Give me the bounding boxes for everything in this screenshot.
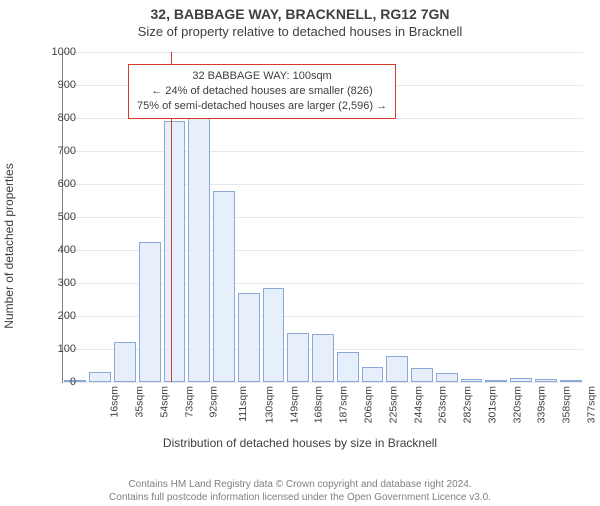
x-tick-label: 168sqm: [313, 386, 325, 423]
histogram-bar: [89, 372, 111, 382]
x-tick-label: 358sqm: [560, 386, 572, 423]
footer-line-1: Contains HM Land Registry data © Crown c…: [0, 479, 600, 492]
histogram-bar: [238, 293, 260, 382]
footer-attribution: Contains HM Land Registry data © Crown c…: [0, 479, 600, 504]
histogram-bar: [287, 333, 309, 382]
histogram-bar: [164, 121, 186, 382]
x-tick-label: 54sqm: [158, 386, 170, 418]
histogram-bar: [263, 288, 285, 382]
gridline: [63, 52, 583, 53]
x-tick-label: 263sqm: [437, 386, 449, 423]
x-tick-label: 301sqm: [486, 386, 498, 423]
annotation-line: ← 24% of detached houses are smaller (82…: [137, 84, 387, 99]
x-tick-label: 130sqm: [263, 386, 275, 423]
y-axis-label: Number of detached properties: [2, 163, 16, 328]
y-tick-label: 0: [42, 376, 76, 388]
x-tick-label: 149sqm: [288, 386, 300, 423]
y-tick-label: 200: [42, 310, 76, 322]
y-tick-label: 800: [42, 112, 76, 124]
x-tick-label: 206sqm: [362, 386, 374, 423]
histogram-bar: [114, 342, 136, 382]
x-tick-label: 187sqm: [338, 386, 350, 423]
histogram-chart: Number of detached properties 32 BABBAGE…: [0, 46, 600, 456]
histogram-bar: [461, 379, 483, 382]
histogram-bar: [535, 379, 557, 382]
histogram-bar: [510, 378, 532, 382]
histogram-bar: [362, 367, 384, 382]
y-tick-label: 700: [42, 145, 76, 157]
x-tick-label: 244sqm: [412, 386, 424, 423]
page-title: 32, BABBAGE WAY, BRACKNELL, RG12 7GN: [0, 6, 600, 22]
x-tick-label: 73sqm: [183, 386, 195, 418]
x-tick-label: 16sqm: [109, 386, 121, 418]
footer-line-2: Contains full postcode information licen…: [0, 492, 600, 505]
x-tick-label: 35sqm: [134, 386, 146, 418]
x-tick-label: 377sqm: [585, 386, 597, 423]
x-tick-label: 320sqm: [511, 386, 523, 423]
histogram-bar: [436, 373, 458, 382]
histogram-bar: [312, 334, 334, 382]
histogram-bar: [188, 118, 210, 382]
y-tick-label: 100: [42, 343, 76, 355]
page-subtitle: Size of property relative to detached ho…: [0, 24, 600, 39]
x-tick-label: 339sqm: [536, 386, 548, 423]
gridline: [63, 217, 583, 218]
y-tick-label: 900: [42, 79, 76, 91]
histogram-bar: [485, 380, 507, 382]
histogram-bar: [560, 380, 582, 382]
x-axis-label: Distribution of detached houses by size …: [0, 436, 600, 450]
annotation-line: 75% of semi-detached houses are larger (…: [137, 99, 387, 114]
gridline: [63, 184, 583, 185]
y-tick-label: 600: [42, 178, 76, 190]
histogram-bar: [213, 191, 235, 382]
annotation-box: 32 BABBAGE WAY: 100sqm← 24% of detached …: [128, 64, 396, 119]
annotation-line: 32 BABBAGE WAY: 100sqm: [137, 69, 387, 84]
histogram-bar: [411, 368, 433, 382]
x-tick-label: 282sqm: [461, 386, 473, 423]
gridline: [63, 382, 583, 383]
histogram-bar: [337, 352, 359, 382]
y-tick-label: 1000: [42, 46, 76, 58]
histogram-bar: [386, 356, 408, 382]
gridline: [63, 151, 583, 152]
histogram-bar: [139, 242, 161, 382]
y-tick-label: 400: [42, 244, 76, 256]
x-tick-label: 225sqm: [387, 386, 399, 423]
y-tick-label: 500: [42, 211, 76, 223]
plot-area: 32 BABBAGE WAY: 100sqm← 24% of detached …: [62, 52, 583, 383]
x-tick-label: 92sqm: [208, 386, 220, 418]
x-tick-label: 111sqm: [237, 386, 249, 422]
y-tick-label: 300: [42, 277, 76, 289]
